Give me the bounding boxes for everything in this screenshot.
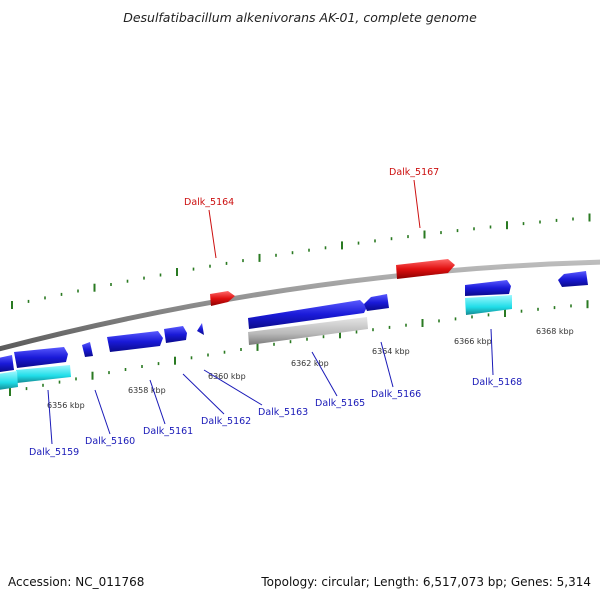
forward-leader-lines [47, 328, 494, 445]
leader-line [203, 369, 263, 406]
leader-line [311, 351, 338, 397]
gene-arrow[interactable] [0, 355, 14, 372]
gene-arrow[interactable] [396, 259, 455, 279]
kbp-label: 6368 kbp [536, 327, 574, 336]
kbp-label: 6356 kbp [47, 401, 85, 410]
gene-arrow[interactable] [364, 294, 389, 311]
reverse-leader-lines [208, 179, 421, 259]
gene-label-dalk-5159[interactable]: Dalk_5159 [29, 447, 79, 458]
gene-arrow[interactable] [14, 347, 68, 368]
gene-arrow[interactable] [82, 342, 93, 357]
leader-line [490, 328, 494, 376]
leader-line [94, 389, 111, 435]
map-title: Desulfatibacillum alkenivorans AK-01, co… [123, 10, 477, 25]
leader-line [182, 373, 225, 415]
gene-arrow[interactable] [107, 331, 163, 352]
lower-tick-row [9, 300, 589, 396]
rna-feature[interactable] [0, 371, 18, 390]
kbp-label: 6360 kbp [208, 372, 246, 381]
genome-summary-text: Topology: circular; Length: 6,517,073 bp… [260, 575, 591, 589]
leader-line [413, 179, 421, 229]
gene-label-dalk-5163[interactable]: Dalk_5163 [258, 407, 308, 418]
kbp-label: 6364 kbp [372, 347, 410, 356]
gene-arrow[interactable] [164, 326, 187, 343]
forward-genes [0, 271, 588, 372]
gene-label-dalk-5164[interactable]: Dalk_5164 [184, 197, 234, 208]
leader-line [149, 379, 166, 425]
gene-labels: Dalk_5159 Dalk_5160 Dalk_5161 Dalk_5162 … [29, 167, 522, 458]
accession-text: Accession: NC_011768 [8, 575, 144, 589]
gene-label-dalk-5165[interactable]: Dalk_5165 [315, 398, 365, 409]
genome-backbone [0, 259, 600, 352]
gene-label-dalk-5162[interactable]: Dalk_5162 [201, 416, 251, 427]
leader-line [208, 209, 217, 259]
kbp-labels: 6356 kbp 6358 kbp 6360 kbp 6362 kbp 6364… [47, 327, 574, 410]
kbp-label: 6366 kbp [454, 337, 492, 346]
gene-arrow[interactable] [197, 323, 204, 335]
rna-feature[interactable] [16, 365, 71, 383]
rna-feature[interactable] [465, 295, 512, 315]
gene-arrow[interactable] [558, 271, 588, 287]
gene-label-dalk-5161[interactable]: Dalk_5161 [143, 426, 193, 437]
gene-label-dalk-5160[interactable]: Dalk_5160 [85, 436, 135, 447]
rna-features [0, 295, 512, 390]
upper-tick-row [11, 213, 591, 309]
reverse-genes [210, 259, 455, 306]
gene-arrow[interactable] [210, 291, 235, 306]
leader-line [47, 389, 53, 445]
gene-arrow[interactable] [248, 300, 367, 329]
gene-label-dalk-5168[interactable]: Dalk_5168 [472, 377, 522, 388]
leader-line [380, 341, 394, 388]
gene-label-dalk-5166[interactable]: Dalk_5166 [371, 389, 421, 400]
kbp-label: 6358 kbp [128, 386, 166, 395]
kbp-label: 6362 kbp [291, 359, 329, 368]
pseudo-gene[interactable] [248, 317, 368, 345]
gene-label-dalk-5167[interactable]: Dalk_5167 [389, 167, 439, 178]
gene-arrow[interactable] [465, 280, 511, 296]
